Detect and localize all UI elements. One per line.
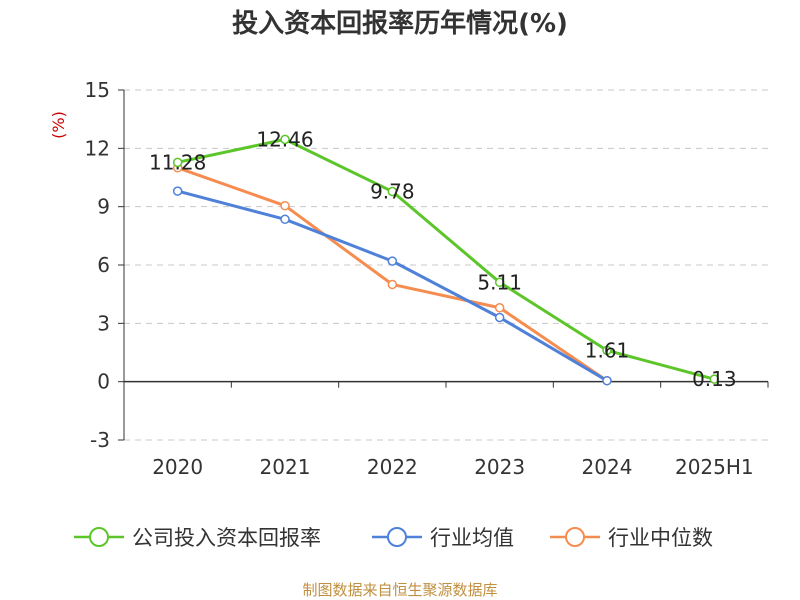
data-point xyxy=(494,303,505,313)
x-tick-label: 2021 xyxy=(260,455,311,479)
x-tick-label: 2025H1 xyxy=(675,455,754,479)
y-tick-label: 12 xyxy=(85,136,110,160)
data-label: 1.61 xyxy=(585,338,630,362)
data-point xyxy=(494,312,505,323)
data-label: 11.28 xyxy=(149,150,206,174)
data-point xyxy=(387,186,398,197)
y-axis-unit: (%) xyxy=(49,111,68,139)
legend-item-1[interactable]: 行业均值 xyxy=(372,526,514,550)
y-tick-label: 9 xyxy=(97,195,110,219)
data-point xyxy=(280,134,290,145)
data-label: 12.46 xyxy=(256,127,313,151)
x-tick-label: 2022 xyxy=(367,455,418,479)
data-label: 9.78 xyxy=(370,180,415,204)
data-label: 5.11 xyxy=(477,270,522,294)
legend[interactable]: 公司投入资本回报率 行业均值 行业中位数 xyxy=(74,526,713,550)
y-tick-label: -3 xyxy=(90,428,110,452)
data-point xyxy=(172,186,183,196)
series-0 xyxy=(172,134,720,384)
y-tick-label: 6 xyxy=(97,253,110,277)
series-lines xyxy=(172,134,720,386)
data-labels: 11.28 12.46 9.78 5.11 1.61 0.13 xyxy=(149,127,737,391)
y-tick-label: 3 xyxy=(97,311,110,335)
series-line xyxy=(177,137,715,381)
data-point xyxy=(602,345,612,356)
data-label: 0.13 xyxy=(692,367,737,391)
data-point xyxy=(387,256,398,266)
data-point xyxy=(172,157,183,168)
legend-marker xyxy=(565,527,585,547)
grid xyxy=(124,89,768,441)
y-tick-label: 15 xyxy=(85,78,110,102)
y-tick-label: 0 xyxy=(97,370,110,394)
x-tick-label: 2020 xyxy=(152,455,203,479)
series-1 xyxy=(172,186,612,386)
legend-item-2[interactable]: 行业中位数 xyxy=(550,526,713,550)
chart-title: 投入资本回报率历年情况(%) xyxy=(232,8,568,39)
legend-marker xyxy=(387,527,407,547)
legend-marker xyxy=(89,527,109,547)
data-point xyxy=(709,374,720,384)
data-point xyxy=(494,277,505,288)
legend-item-0[interactable]: 公司投入资本回报率 xyxy=(74,526,321,550)
axes: 15 12 9 6 3 0 -3 2020 2021 2022 2023 2024 2025H1 xyxy=(85,78,769,479)
data-point xyxy=(280,214,290,225)
data-point xyxy=(387,279,398,290)
legend-label: 行业中位数 xyxy=(608,526,713,550)
legend-label: 行业均值 xyxy=(430,526,514,550)
source-note: 制图数据来自恒生聚源数据库 xyxy=(302,581,497,599)
data-point xyxy=(280,200,290,211)
x-tick-label: 2023 xyxy=(474,455,525,479)
legend-label: 公司投入资本回报率 xyxy=(132,526,321,550)
x-tick-label: 2024 xyxy=(582,455,633,479)
data-point xyxy=(602,375,612,386)
